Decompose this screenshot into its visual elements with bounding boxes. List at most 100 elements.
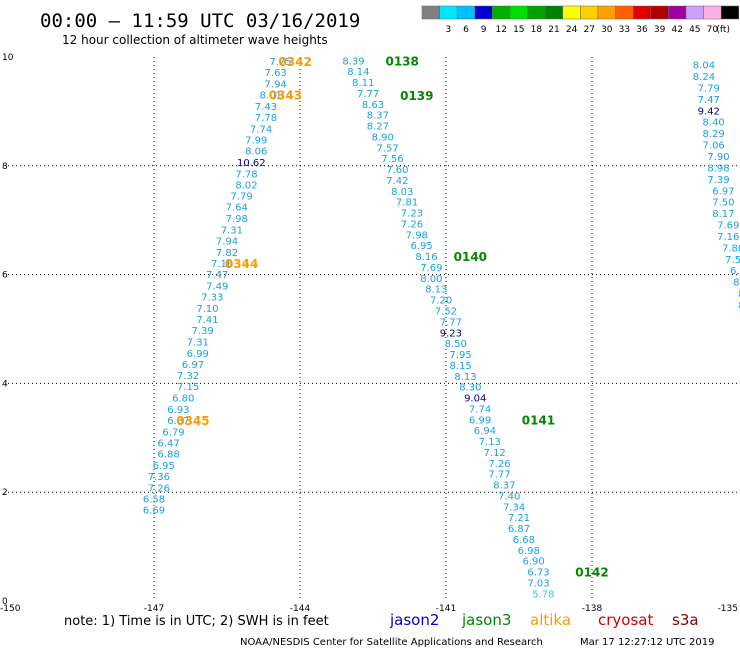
color-swatch: [580, 5, 599, 20]
wave-height-label: 8.27: [367, 122, 389, 133]
pass-label: 0345: [176, 414, 209, 428]
wave-height-label: 7.42: [386, 176, 408, 187]
wave-height-label: 7.98: [406, 230, 428, 241]
color-swatch: [456, 5, 476, 20]
y-tick-label: 10: [2, 53, 14, 63]
color-swatch: [703, 5, 722, 20]
wave-height-label: 7.75: [269, 57, 291, 68]
wave-height-label: 7.74: [250, 124, 272, 135]
wave-height-label: 7.06: [703, 141, 725, 152]
wave-height-label: 6.99: [187, 349, 209, 360]
wave-height-label: 8.37: [367, 111, 389, 122]
color-scale-label: 39: [654, 25, 666, 35]
wave-height-label: 7.34: [503, 502, 525, 513]
wave-height-label: 7.94: [216, 236, 238, 247]
wave-height-label: 7.12: [484, 448, 506, 459]
wave-height-label: 7.77: [440, 317, 462, 328]
wave-height-label: 8.50: [445, 339, 467, 350]
color-swatch: [632, 5, 652, 20]
pass-label: 0142: [575, 566, 608, 580]
wave-height-label: 7.77: [488, 470, 510, 481]
wave-height-label: 8.03: [391, 187, 413, 198]
color-swatch: [685, 5, 704, 20]
wave-height-label: 7.36: [148, 472, 170, 483]
wave-height-label: 7.47: [698, 95, 720, 106]
wave-height-label: 9.04: [464, 394, 486, 405]
wave-height-label: 7.10: [196, 304, 218, 315]
wave-height-label: 6.95: [153, 461, 175, 472]
y-tick-label: 2: [2, 488, 8, 498]
color-scale-label: 21: [548, 25, 559, 35]
wave-height-label: 6.58: [143, 495, 165, 506]
wave-height-label: 7.39: [192, 326, 214, 337]
pass-label: 0138: [385, 54, 418, 68]
wave-height-label: 7.41: [196, 315, 218, 326]
color-scale-label: 18: [531, 25, 543, 35]
satellite-legend: jason2 jason3 altika cryosat s3a: [389, 611, 699, 629]
color-swatch: [650, 5, 669, 20]
color-swatch: [562, 5, 581, 20]
wave-height-label: 7.52: [435, 307, 457, 318]
color-swatch: [439, 5, 458, 20]
color-swatch: [509, 5, 528, 20]
wave-height-label: 7.74: [469, 404, 491, 415]
x-tick-label: -144: [290, 604, 311, 614]
wave-height-label: 6.88: [157, 450, 179, 461]
wave-height-label: 7.77: [357, 89, 379, 100]
color-scale-label: 30: [601, 25, 613, 35]
wave-height-label: 7.47: [206, 270, 228, 281]
wave-height-label: 6.80: [172, 394, 194, 405]
wave-height-label: 7.60: [386, 165, 408, 176]
wave-height-label: 7.31: [187, 338, 209, 349]
legend-cryosat: cryosat: [598, 611, 653, 629]
wave-height-label: 8.04: [693, 61, 715, 72]
color-swatch: [474, 5, 493, 20]
chart-subtitle: 12 hour collection of altimeter wave hei…: [62, 33, 328, 47]
color-swatch: [544, 5, 564, 20]
color-scale-label: 3: [446, 25, 452, 35]
wave-height-label: 8.: [738, 289, 740, 300]
color-scale-unit: (ft): [716, 25, 730, 35]
color-swatch: [720, 5, 740, 20]
wave-height-label: 7.69: [420, 263, 442, 274]
wave-height-label: 8.40: [703, 118, 725, 129]
wave-height-label: 8.01: [260, 91, 282, 102]
wave-height-label: 6.47: [157, 439, 179, 450]
color-swatch: [492, 5, 511, 20]
color-scale-label: 15: [513, 25, 524, 35]
wave-height-label: 7.20: [430, 296, 452, 307]
legend-altika: altika: [530, 611, 571, 629]
wave-height-label: 6.90: [522, 557, 544, 568]
wave-height-label: 7.43: [255, 102, 277, 113]
wave-height-label: 10.62: [237, 158, 266, 169]
color-swatch: [668, 5, 687, 20]
y-axis-ticks: 0 2 4 6 8 10: [2, 53, 14, 607]
y-tick-label: 0: [2, 597, 8, 607]
wave-height-label: 6.98: [518, 546, 540, 557]
y-tick-label: 4: [2, 379, 8, 389]
wave-height-label: 6.73: [527, 568, 549, 579]
wave-height-label: 7.98: [226, 214, 248, 225]
wave-height-label: 6.97: [182, 360, 204, 371]
wave-height-label: 7.63: [265, 68, 287, 79]
wave-height-label: 6.8: [730, 266, 740, 277]
color-swatch: [597, 5, 616, 20]
wave-height-labels: 7.757.637.948.017.437.787.747.998.0610.6…: [143, 56, 740, 600]
y-tick-label: 6: [2, 271, 8, 281]
x-tick-label: -147: [144, 604, 164, 614]
wave-height-label: 8.30: [459, 383, 481, 394]
wave-height-label: 7.13: [479, 437, 501, 448]
color-scale-label: 45: [689, 25, 700, 35]
legend-s3a: s3a: [672, 611, 699, 629]
wave-height-label: 7.26: [488, 459, 510, 470]
color-scale-label: 42: [671, 25, 682, 35]
wave-height-label: 7.03: [527, 579, 549, 590]
footer-note: note: 1) Time is in UTC; 2) SWH is in fe…: [64, 614, 329, 629]
pass-label: 0344: [225, 257, 258, 271]
timestamp-text: Mar 17 12:27:12 UTC 2019: [580, 637, 715, 648]
wave-height-label: 7.79: [230, 192, 252, 203]
wave-height-label: 6.95: [411, 241, 433, 252]
x-tick-label: -135: [718, 604, 738, 614]
wave-height-label: 9.42: [698, 106, 720, 117]
